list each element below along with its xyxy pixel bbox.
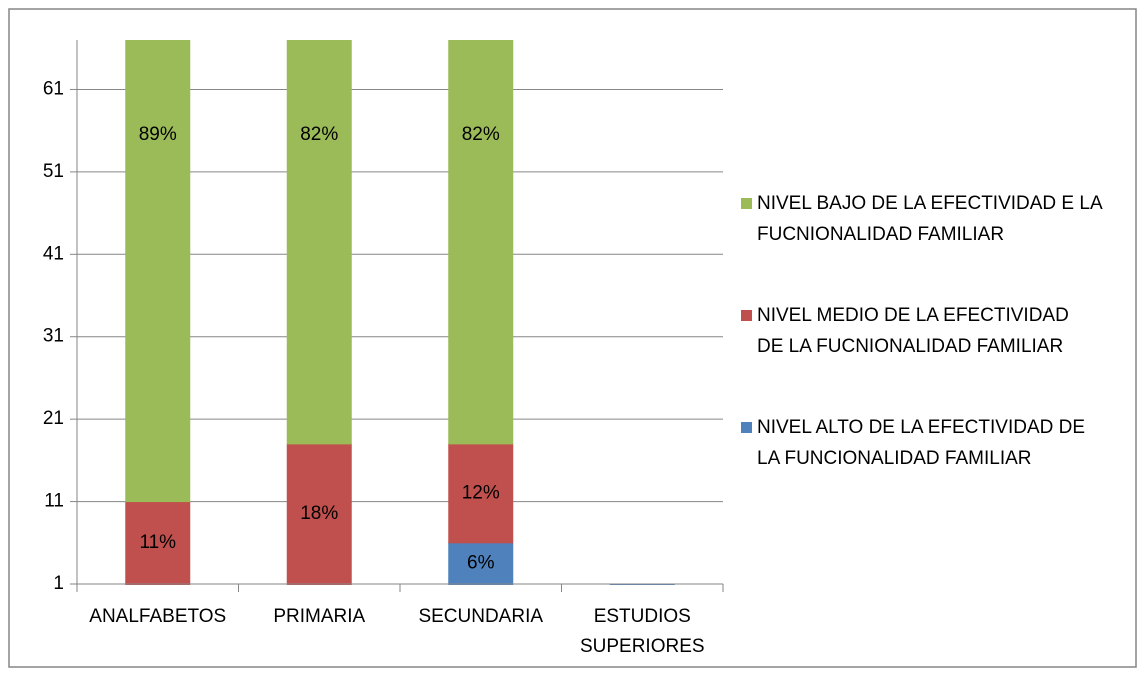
bar-segment [286,40,352,445]
bar-segment [609,583,675,585]
chart-border [8,8,1137,668]
x-tick-label: SECUNDARIA [418,606,544,627]
y-tick-label: 1 [53,573,64,594]
x-tick-label: ANALFABETOS [89,606,227,627]
y-tick-label: 31 [43,326,64,347]
x-tick-label: ESTUDIOS SUPERIORES [579,606,705,657]
y-tick-label: 21 [43,408,64,429]
bar-segment [448,443,514,544]
data-label: 89% [139,124,177,145]
y-tick-label: 11 [44,491,64,512]
data-label: 6% [467,552,495,573]
data-label: 18% [300,503,338,524]
legend-swatch [741,310,752,321]
y-tick-label: 51 [43,161,64,182]
legend-swatch [741,198,752,209]
data-label: 82% [462,124,500,145]
data-label: 11% [139,532,176,553]
legend-label: NIVEL MEDIO DE LA EFECTIVIDAD DE LA FUCN… [757,305,1069,357]
y-tick-label: 61 [43,78,64,99]
data-label: 82% [300,124,338,145]
y-tick-label: 41 [43,243,64,264]
x-tick-label: PRIMARIA [273,606,366,627]
legend-swatch [741,422,752,433]
data-label: 12% [462,482,500,503]
legend-label: NIVEL ALTO DE LA EFECTIVIDAD DE LA FUNCI… [757,417,1086,469]
legend-label: NIVEL BAJO DE LA EFECTIVIDAD E LA FUCNIO… [757,193,1102,245]
bars [125,40,675,585]
bar-segment [125,501,191,585]
bar-segment [125,40,191,503]
bar-segment [448,40,514,445]
